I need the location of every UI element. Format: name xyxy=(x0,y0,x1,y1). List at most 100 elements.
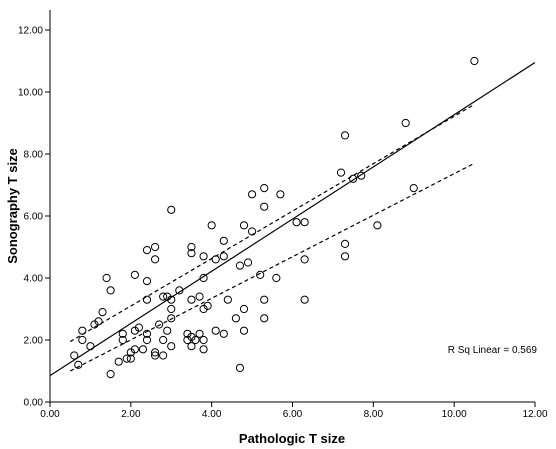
data-point xyxy=(260,202,269,211)
data-point xyxy=(340,252,350,261)
x-axis-title: Pathologic T size xyxy=(239,431,345,446)
data-point xyxy=(231,314,241,323)
y-tick-label: 12.00 xyxy=(18,26,43,37)
data-point xyxy=(191,335,200,345)
data-point xyxy=(138,345,148,354)
y-tick-label: 6.00 xyxy=(24,212,44,223)
data-point xyxy=(187,242,196,252)
data-point xyxy=(167,314,176,323)
x-tick-label: 4.00 xyxy=(202,409,222,420)
data-point xyxy=(98,308,107,317)
data-point xyxy=(167,295,176,304)
data-point xyxy=(150,351,160,360)
confidence-upper-line xyxy=(69,103,475,343)
data-point xyxy=(256,270,265,279)
data-point xyxy=(78,335,87,345)
data-point xyxy=(142,329,152,338)
data-point xyxy=(199,345,208,354)
data-point xyxy=(155,320,164,329)
data-point xyxy=(70,351,79,360)
data-point xyxy=(86,342,95,351)
data-point xyxy=(130,345,139,354)
data-point xyxy=(118,335,127,345)
data-point xyxy=(373,221,382,230)
data-point xyxy=(203,301,212,310)
data-point xyxy=(150,242,160,252)
data-point xyxy=(300,295,309,304)
data-point xyxy=(340,239,350,248)
data-point xyxy=(159,292,168,301)
data-point xyxy=(167,205,176,214)
data-point xyxy=(211,255,220,264)
y-tick-label: 10.00 xyxy=(18,88,43,99)
y-tick-label: 0.00 xyxy=(24,398,44,409)
data-point xyxy=(122,354,131,363)
data-point xyxy=(336,168,346,177)
data-point xyxy=(195,329,204,338)
data-point xyxy=(159,335,168,345)
data-point xyxy=(401,118,410,128)
data-point xyxy=(409,184,418,193)
data-point xyxy=(106,286,115,295)
data-point xyxy=(114,357,123,366)
x-tick-label: 8.00 xyxy=(364,409,384,420)
data-point xyxy=(142,277,152,286)
fit-lines xyxy=(49,62,536,377)
data-point xyxy=(159,351,168,360)
data-point xyxy=(167,304,176,314)
data-point xyxy=(187,249,196,258)
data-point xyxy=(292,218,301,227)
data-point xyxy=(260,295,269,304)
x-tick-label: 10.00 xyxy=(442,409,467,420)
data-point xyxy=(260,314,269,323)
data-point xyxy=(357,171,366,180)
data-point xyxy=(219,252,228,261)
data-point xyxy=(211,326,220,335)
data-point xyxy=(239,326,249,335)
data-point xyxy=(167,342,176,351)
data-point xyxy=(239,304,249,314)
data-point xyxy=(276,190,285,199)
data-point xyxy=(243,258,253,267)
x-tick-label: 0.00 xyxy=(40,409,60,420)
x-tick-label: 6.00 xyxy=(283,409,303,420)
data-point xyxy=(300,218,309,227)
data-point xyxy=(239,221,249,230)
data-point xyxy=(219,329,228,338)
data-point xyxy=(187,295,196,304)
data-point xyxy=(199,252,208,261)
data-point xyxy=(219,236,228,245)
r-squared-annotation: R Sq Linear = 0.569 xyxy=(448,345,538,356)
data-point xyxy=(74,360,83,369)
x-tick-label: 12.00 xyxy=(522,409,547,420)
data-point xyxy=(470,56,479,66)
y-tick-label: 4.00 xyxy=(24,274,44,285)
data-point xyxy=(130,270,139,279)
data-point xyxy=(235,261,245,270)
data-point xyxy=(223,295,232,304)
data-point xyxy=(247,190,257,199)
regression-line xyxy=(49,62,536,377)
data-point xyxy=(247,227,257,236)
data-point xyxy=(163,326,172,335)
data-point xyxy=(235,363,245,372)
y-tick-label: 2.00 xyxy=(24,336,44,347)
data-point xyxy=(260,184,269,193)
data-point xyxy=(150,255,160,264)
data-point xyxy=(199,335,208,345)
data-point xyxy=(94,317,103,326)
data-point xyxy=(195,292,204,301)
y-axis-title: Sonography T size xyxy=(5,148,20,264)
data-point xyxy=(187,342,196,351)
data-point xyxy=(118,329,127,338)
data-point xyxy=(349,174,358,183)
data-point xyxy=(126,354,135,363)
data-point xyxy=(272,273,281,283)
y-tick-label: 8.00 xyxy=(24,150,44,161)
data-point xyxy=(142,246,152,255)
data-point xyxy=(78,326,87,335)
data-point xyxy=(175,286,184,295)
data-point xyxy=(150,348,160,357)
confidence-lower-line xyxy=(69,162,475,372)
